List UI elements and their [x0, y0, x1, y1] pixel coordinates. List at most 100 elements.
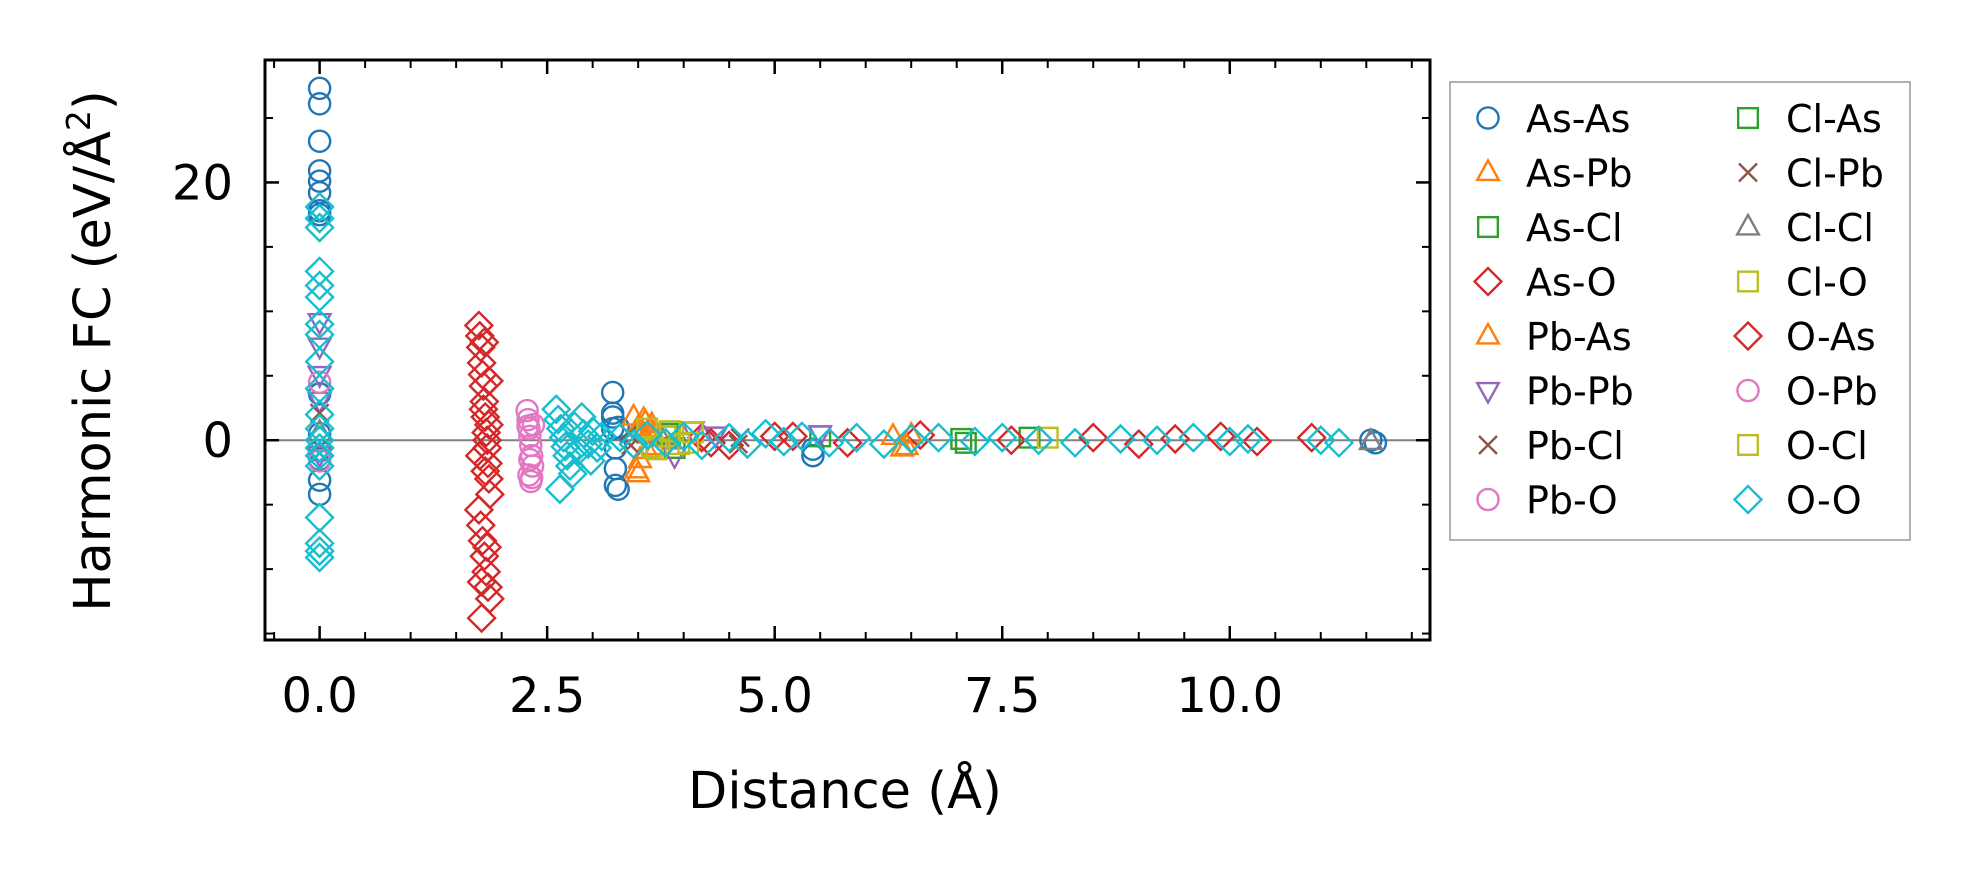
legend-label: Pb-Cl [1526, 424, 1624, 468]
data-point [1036, 426, 1059, 449]
data-point [1323, 427, 1355, 458]
legend-label: Cl-Pb [1786, 152, 1884, 196]
data-point [307, 449, 332, 473]
data-point [472, 448, 504, 479]
data-point [307, 76, 332, 101]
data-point [954, 431, 977, 454]
data-point [1105, 423, 1136, 455]
data-point [868, 428, 900, 460]
legend-marker [1736, 433, 1760, 457]
data-point [566, 401, 597, 433]
series-pb-o [307, 370, 546, 494]
data-point [905, 419, 936, 451]
data-point [464, 440, 495, 471]
data-point [304, 502, 335, 533]
legend-item: As-Cl [1476, 206, 1623, 250]
data-point [304, 528, 335, 559]
data-point [750, 418, 781, 449]
data-point [1205, 421, 1236, 452]
data-point [759, 421, 790, 452]
data-point [814, 427, 845, 458]
data-point [473, 365, 505, 397]
y-tick-label: 0 [202, 413, 233, 469]
data-point [515, 398, 539, 423]
data-point [658, 420, 682, 443]
data-point [604, 422, 636, 453]
data-point [577, 416, 608, 447]
data-point [786, 421, 818, 452]
data-point [542, 404, 574, 435]
legend-marker [1736, 378, 1760, 403]
data-point [623, 455, 650, 479]
data-point [307, 129, 332, 153]
data-point [306, 365, 333, 389]
data-point [1078, 422, 1109, 453]
series-o-o [304, 191, 1355, 573]
data-point [466, 602, 497, 634]
data-point [304, 440, 335, 471]
legend-label: As-O [1526, 261, 1616, 305]
data-point [923, 422, 954, 453]
data-point [640, 435, 663, 458]
data-point [618, 428, 649, 460]
data-point [304, 309, 335, 340]
legend-item: Pb-Pb [1475, 370, 1634, 414]
legend-marker [1736, 106, 1760, 130]
data-point [1141, 425, 1173, 456]
data-point [548, 422, 579, 453]
data-point [600, 380, 625, 405]
legend-label: O-As [1786, 315, 1876, 359]
data-point [606, 477, 630, 501]
data-point [519, 465, 544, 490]
data-point [307, 92, 332, 116]
data-point [650, 427, 681, 458]
data-point [996, 425, 1027, 456]
legend-item: O-Cl [1736, 424, 1868, 468]
x-tick-label: 5.0 [737, 668, 813, 724]
legend-marker [1475, 158, 1501, 182]
data-point [1305, 425, 1336, 456]
data-point [304, 450, 335, 482]
legend-item: O-Pb [1736, 370, 1878, 414]
legend-box [1449, 81, 1911, 541]
data-point [471, 425, 503, 456]
legend-label: Pb-O [1526, 479, 1618, 523]
legend-label: Pb-As [1526, 315, 1632, 359]
data-point [304, 212, 335, 243]
legend-marker [1736, 270, 1760, 293]
legend-label: O-O [1786, 479, 1862, 523]
data-point [893, 432, 920, 456]
data-point [516, 414, 540, 438]
data-point [307, 370, 332, 394]
legend: As-As As-Pb As-Cl As-O Pb-As Pb-Pb Pb-Cl Pb-O Cl… [1449, 81, 1911, 541]
data-point [541, 394, 572, 425]
legend-marker [1476, 106, 1500, 130]
legend-label: O-Cl [1786, 424, 1868, 468]
data-point [473, 409, 505, 440]
data-point [1358, 427, 1384, 451]
data-point [307, 422, 332, 446]
x-tick-label: 7.5 [964, 668, 1040, 724]
data-point [959, 426, 991, 457]
data-point [582, 432, 613, 464]
data-point [575, 445, 606, 476]
data-point [1023, 425, 1054, 456]
legend-label: Cl-As [1786, 97, 1882, 141]
data-point [467, 525, 498, 556]
data-point [768, 426, 799, 457]
data-point [516, 407, 540, 432]
plot-frame [263, 58, 1432, 642]
data-point [466, 566, 497, 598]
legend-label: As-Pb [1526, 152, 1633, 196]
x-axis-label: Distance (Å) [688, 759, 1002, 821]
x-tick-label: 10.0 [1176, 668, 1283, 724]
data-point [304, 203, 335, 234]
data-point [471, 556, 502, 587]
data-point [668, 421, 699, 452]
data-point [1232, 423, 1264, 455]
legend-item: Pb-Cl [1478, 424, 1624, 468]
data-points-layer [304, 76, 1388, 634]
data-point [304, 191, 335, 223]
data-point [304, 270, 335, 301]
legend-marker [1735, 212, 1761, 236]
